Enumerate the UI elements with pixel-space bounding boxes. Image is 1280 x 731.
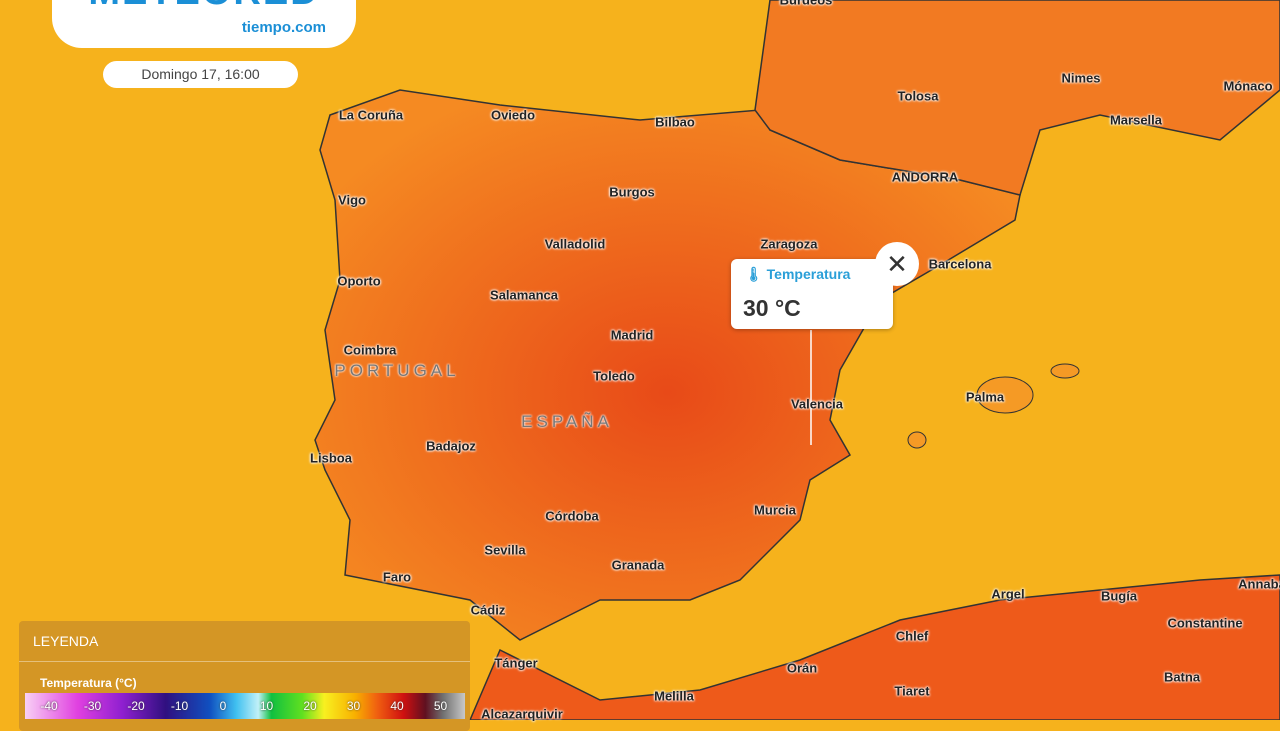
- city-label: Oporto: [337, 273, 381, 289]
- city-label: Toledo: [593, 368, 635, 384]
- city-label: Batna: [1163, 669, 1201, 685]
- city-label: Vigo: [338, 192, 366, 208]
- city-label: Córdoba: [545, 508, 599, 524]
- legend-subtitle: Temperatura (°C): [40, 676, 137, 690]
- legend-divider: [19, 661, 470, 662]
- city-label: Granada: [611, 557, 665, 573]
- city-label: Chlef: [895, 628, 929, 644]
- city-label: Sevilla: [484, 542, 526, 558]
- city-label: Nimes: [1061, 70, 1101, 86]
- scale-tick: 20: [303, 699, 317, 713]
- city-label: Annaba: [1238, 576, 1280, 592]
- city-label: Orán: [786, 660, 818, 676]
- menorca: [1050, 363, 1080, 379]
- city-label: Murcia: [754, 502, 796, 518]
- scale-tick: -40: [40, 699, 58, 713]
- city-label: Lisboa: [310, 450, 352, 466]
- city-label: ANDORRA: [891, 169, 959, 185]
- city-label: Constantine: [1167, 615, 1243, 631]
- meteored-logo[interactable]: METEORED tiempo.com: [52, 0, 356, 48]
- popup-title: Temperatura: [766, 266, 851, 282]
- logo-brand: METEORED: [52, 0, 356, 14]
- scale-tick: 30: [346, 699, 361, 713]
- city-label: Palma: [965, 389, 1005, 405]
- city-label: Madrid: [610, 327, 654, 343]
- city-label: Bugía: [1100, 588, 1138, 604]
- scale-tick: -10: [170, 699, 189, 713]
- city-label: Badajoz: [426, 438, 476, 454]
- city-label: Zaragoza: [760, 236, 818, 252]
- date-time-badge[interactable]: Domingo 17, 16:00: [103, 61, 298, 88]
- city-label: Valencia: [790, 396, 844, 412]
- city-label: Bilbao: [655, 114, 695, 130]
- thermometer-icon: 🌡: [745, 266, 763, 282]
- scale-tick: 50: [433, 699, 448, 713]
- scale-tick: -30: [83, 699, 102, 713]
- popup-value: 30 °C: [743, 295, 801, 321]
- country-label: ESPAÑA: [521, 412, 613, 432]
- city-label: Tolosa: [897, 88, 939, 104]
- city-label: Burdeos: [779, 0, 833, 8]
- scale-tick: 40: [390, 699, 404, 713]
- country-label: PORTUGAL: [334, 361, 460, 381]
- city-label: Coimbra: [343, 342, 397, 358]
- africa-land: [469, 574, 1280, 720]
- city-label: La Coruña: [338, 107, 404, 123]
- scale-tick: 0: [219, 699, 227, 713]
- mallorca: [976, 376, 1034, 414]
- france-land: [754, 0, 1280, 196]
- city-label: Cádiz: [470, 602, 506, 618]
- scale-tick: 10: [259, 699, 274, 713]
- city-label: Melilla: [654, 688, 694, 704]
- city-label: Oviedo: [490, 107, 536, 123]
- city-label: Salamanca: [490, 287, 558, 303]
- city-label: Argel: [991, 586, 1025, 602]
- legend-title[interactable]: LEYENDA: [33, 633, 99, 649]
- city-label: Faro: [382, 569, 412, 585]
- temperature-popup: 🌡 Temperatura 30 °C: [731, 259, 893, 329]
- city-label: Burgos: [609, 184, 655, 200]
- city-label: Barcelona: [928, 256, 992, 272]
- popup-title-row: 🌡 Temperatura: [745, 266, 850, 283]
- city-label: Mónaco: [1223, 78, 1273, 94]
- ibiza: [907, 431, 927, 449]
- city-label: Valladolid: [544, 236, 606, 252]
- city-label: Tánger: [494, 655, 538, 671]
- city-label: Alcazarquivir: [481, 706, 563, 722]
- temperature-scale: -40 -30 -20 -10 0 10 20 30 40 50: [25, 693, 465, 719]
- legend-panel: LEYENDA Temperatura (°C) -40 -30 -20 -10 0 10…: [19, 621, 470, 731]
- city-label: Marsella: [1109, 112, 1163, 128]
- logo-sub: tiempo.com: [241, 19, 326, 36]
- scale-tick: -20: [127, 699, 145, 713]
- close-icon[interactable]: ✕: [875, 242, 919, 286]
- city-label: Tiaret: [894, 683, 930, 699]
